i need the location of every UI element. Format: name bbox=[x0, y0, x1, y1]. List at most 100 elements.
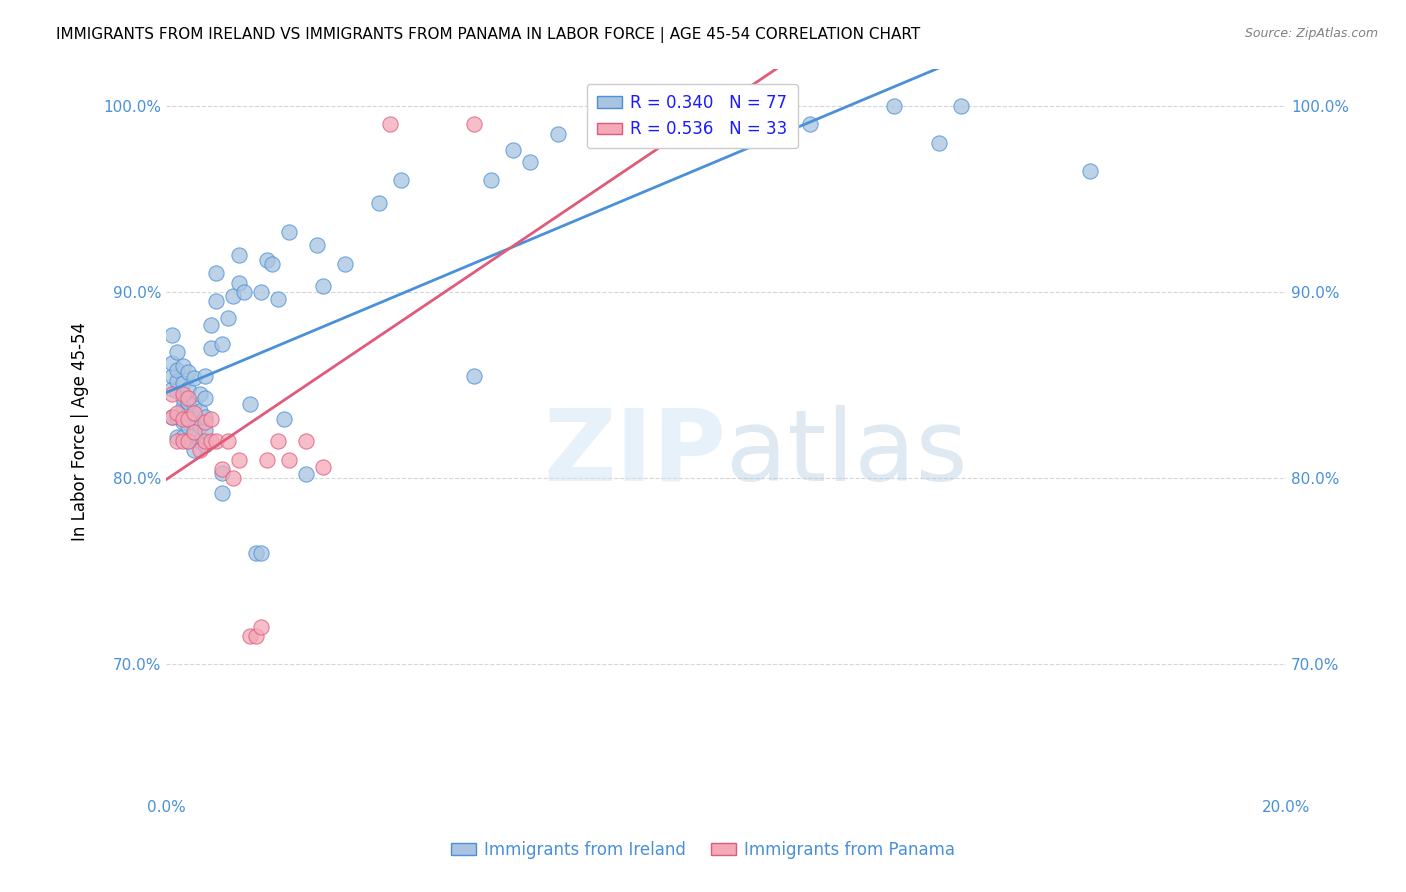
Point bbox=[228, 248, 250, 262]
Point bbox=[183, 415, 205, 429]
Point bbox=[928, 136, 950, 150]
Point bbox=[172, 434, 194, 448]
Point bbox=[194, 434, 217, 448]
Point bbox=[479, 173, 502, 187]
Point bbox=[312, 279, 335, 293]
Legend: R = 0.340   N = 77, R = 0.536   N = 33: R = 0.340 N = 77, R = 0.536 N = 33 bbox=[588, 84, 797, 148]
Point bbox=[172, 376, 194, 391]
Point bbox=[463, 117, 485, 131]
Point bbox=[177, 411, 200, 425]
Point bbox=[172, 387, 194, 401]
Point bbox=[188, 387, 211, 401]
Point bbox=[200, 318, 222, 333]
Point bbox=[166, 409, 188, 424]
Point bbox=[799, 117, 821, 131]
Point bbox=[177, 391, 200, 405]
Point bbox=[502, 144, 524, 158]
Point bbox=[188, 434, 211, 448]
Point bbox=[211, 486, 233, 500]
Point bbox=[166, 406, 188, 420]
Y-axis label: In Labor Force | Age 45-54: In Labor Force | Age 45-54 bbox=[72, 322, 89, 541]
Point bbox=[172, 411, 194, 425]
Point bbox=[183, 443, 205, 458]
Point bbox=[166, 384, 188, 398]
Point bbox=[188, 404, 211, 418]
Point bbox=[177, 434, 200, 448]
Point bbox=[160, 382, 183, 396]
Point bbox=[194, 423, 217, 437]
Point bbox=[620, 103, 643, 117]
Point bbox=[177, 419, 200, 434]
Point bbox=[160, 356, 183, 370]
Point bbox=[222, 288, 245, 302]
Point bbox=[177, 365, 200, 379]
Point bbox=[188, 419, 211, 434]
Point bbox=[177, 434, 200, 448]
Point bbox=[228, 452, 250, 467]
Point bbox=[519, 154, 541, 169]
Point bbox=[205, 294, 228, 309]
Point bbox=[183, 406, 205, 420]
Point bbox=[166, 375, 188, 389]
Legend: Immigrants from Ireland, Immigrants from Panama: Immigrants from Ireland, Immigrants from… bbox=[444, 835, 962, 866]
Point bbox=[194, 409, 217, 424]
Point bbox=[245, 546, 267, 560]
Point bbox=[183, 425, 205, 439]
Point bbox=[166, 430, 188, 444]
Point bbox=[172, 415, 194, 429]
Point bbox=[194, 415, 217, 429]
Point bbox=[256, 253, 278, 268]
Point bbox=[648, 99, 671, 113]
Point bbox=[378, 117, 401, 131]
Text: Source: ZipAtlas.com: Source: ZipAtlas.com bbox=[1244, 27, 1378, 40]
Point bbox=[205, 266, 228, 280]
Point bbox=[166, 344, 188, 359]
Point bbox=[172, 359, 194, 374]
Point bbox=[177, 406, 200, 420]
Point bbox=[250, 620, 273, 634]
Point bbox=[278, 452, 301, 467]
Point bbox=[172, 391, 194, 405]
Point bbox=[463, 368, 485, 383]
Point bbox=[160, 387, 183, 401]
Point bbox=[166, 363, 188, 377]
Point bbox=[950, 99, 973, 113]
Point bbox=[389, 173, 412, 187]
Point bbox=[222, 471, 245, 485]
Point bbox=[183, 397, 205, 411]
Point bbox=[177, 382, 200, 396]
Point bbox=[250, 546, 273, 560]
Point bbox=[714, 99, 737, 113]
Point bbox=[172, 430, 194, 444]
Text: ZIP: ZIP bbox=[543, 405, 725, 502]
Point bbox=[592, 108, 614, 122]
Point bbox=[194, 368, 217, 383]
Point bbox=[250, 285, 273, 299]
Point bbox=[233, 285, 256, 299]
Point bbox=[200, 434, 222, 448]
Point bbox=[217, 434, 239, 448]
Point bbox=[335, 257, 357, 271]
Point bbox=[273, 411, 295, 425]
Point bbox=[200, 411, 222, 425]
Point bbox=[172, 401, 194, 415]
Point bbox=[307, 238, 329, 252]
Point bbox=[200, 341, 222, 355]
Point bbox=[211, 466, 233, 480]
Point bbox=[228, 276, 250, 290]
Point bbox=[211, 462, 233, 476]
Point bbox=[256, 452, 278, 467]
Point bbox=[547, 127, 569, 141]
Point bbox=[160, 409, 183, 424]
Point bbox=[160, 327, 183, 342]
Point bbox=[262, 257, 284, 271]
Point bbox=[267, 434, 290, 448]
Point bbox=[166, 434, 188, 448]
Point bbox=[160, 409, 183, 424]
Point bbox=[278, 226, 301, 240]
Point bbox=[183, 428, 205, 442]
Point bbox=[245, 629, 267, 643]
Point bbox=[267, 293, 290, 307]
Point bbox=[194, 391, 217, 405]
Point bbox=[239, 629, 262, 643]
